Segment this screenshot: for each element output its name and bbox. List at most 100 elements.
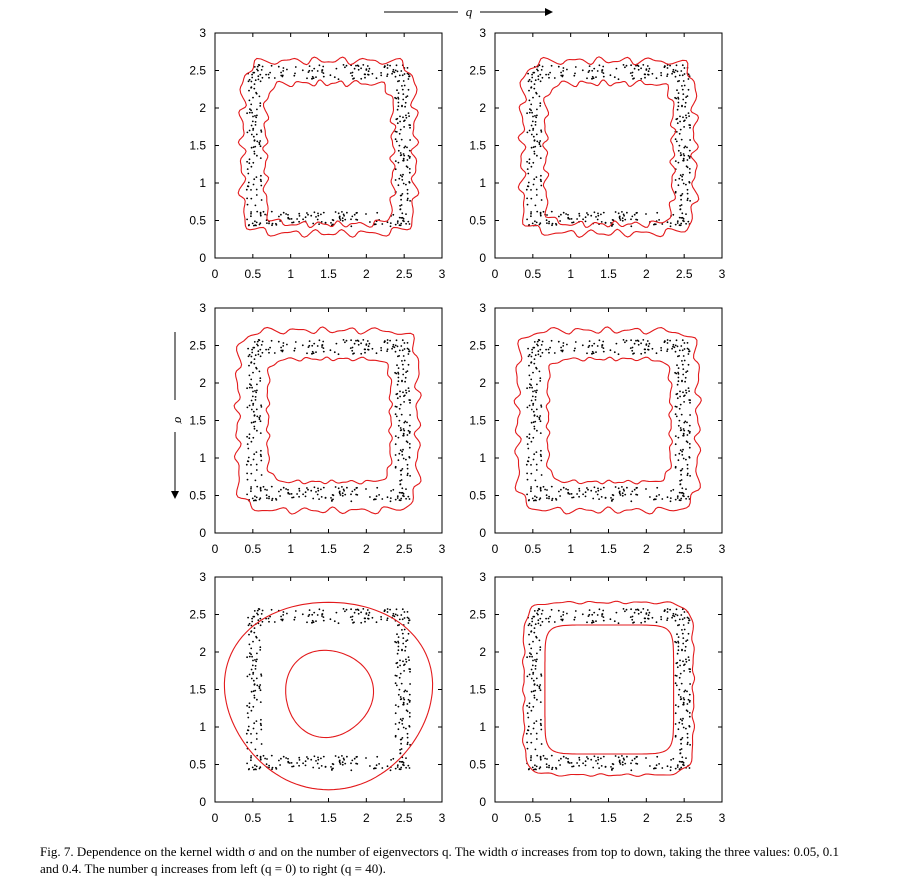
data-point <box>381 223 384 225</box>
data-point <box>530 215 532 218</box>
data-point <box>687 632 690 635</box>
data-point <box>280 349 283 352</box>
data-point <box>545 617 547 620</box>
data-point <box>322 619 325 622</box>
data-point <box>649 496 651 498</box>
data-point <box>526 387 528 390</box>
data-point <box>532 404 534 406</box>
data-point <box>689 668 691 671</box>
data-point <box>688 181 691 183</box>
data-point <box>351 215 354 218</box>
data-point <box>539 213 542 215</box>
data-point <box>400 154 403 156</box>
data-point <box>534 115 536 117</box>
data-point <box>687 698 690 701</box>
data-point <box>532 436 535 439</box>
data-point <box>587 615 590 617</box>
data-point <box>253 453 256 456</box>
data-point <box>399 174 402 177</box>
data-point <box>296 218 298 220</box>
data-point <box>533 87 536 90</box>
data-point <box>679 194 682 197</box>
data-point <box>679 479 681 482</box>
data-point <box>404 105 406 108</box>
data-point <box>679 449 682 452</box>
data-point <box>535 463 538 466</box>
data-point <box>355 756 358 758</box>
data-point <box>677 376 680 379</box>
data-point <box>682 717 684 720</box>
data-point <box>290 493 293 495</box>
data-point <box>341 492 344 495</box>
data-point <box>351 71 354 74</box>
data-point <box>339 219 342 221</box>
data-point <box>674 704 677 706</box>
data-point <box>401 179 404 181</box>
data-point <box>259 649 262 651</box>
data-point <box>679 390 681 393</box>
data-point <box>330 497 332 499</box>
data-point <box>680 413 683 416</box>
data-point <box>398 355 400 357</box>
data-point <box>259 758 262 761</box>
data-point <box>674 350 677 353</box>
data-point <box>364 620 366 623</box>
data-point <box>281 74 284 77</box>
data-point <box>332 494 335 497</box>
data-point <box>528 353 531 356</box>
data-point <box>252 146 255 149</box>
data-point <box>389 339 391 342</box>
data-point <box>408 446 411 449</box>
data-point <box>674 723 677 725</box>
data-point <box>544 757 546 760</box>
data-point <box>537 75 540 78</box>
x-tick-label: 3 <box>719 542 726 556</box>
data-point <box>290 762 293 764</box>
data-point <box>252 161 255 164</box>
data-point <box>542 485 545 488</box>
data-point <box>406 441 409 444</box>
data-point <box>258 223 261 226</box>
data-point <box>400 204 403 206</box>
data-point <box>247 347 250 350</box>
data-point <box>253 66 256 68</box>
data-point <box>247 355 250 358</box>
x-tick-label: 1 <box>567 811 574 825</box>
data-point <box>534 668 537 670</box>
x-tick-label: 1 <box>287 811 294 825</box>
data-point <box>682 80 685 82</box>
data-point <box>366 65 369 67</box>
data-point <box>341 494 344 497</box>
data-point <box>630 225 633 228</box>
data-point <box>588 65 591 67</box>
data-point <box>316 345 319 347</box>
data-point <box>408 701 411 703</box>
data-point <box>408 181 411 183</box>
data-point <box>293 349 296 352</box>
data-point <box>678 721 681 724</box>
data-point <box>688 424 691 427</box>
data-point <box>686 736 689 739</box>
data-point <box>555 222 557 225</box>
x-tick-label: 0.5 <box>524 267 541 281</box>
y-tick-label: 1 <box>199 720 206 734</box>
data-point <box>402 93 405 95</box>
data-point <box>645 343 648 345</box>
data-point <box>528 673 531 676</box>
data-point <box>688 456 691 458</box>
data-point <box>677 101 680 104</box>
data-point <box>248 706 251 709</box>
data-point <box>322 72 325 74</box>
data-point <box>677 380 680 383</box>
data-point <box>402 726 405 729</box>
data-point <box>678 407 681 410</box>
data-point <box>259 766 262 769</box>
data-point <box>334 211 337 213</box>
data-point <box>536 429 538 432</box>
x-tick-label: 2 <box>363 811 370 825</box>
data-point <box>401 360 403 362</box>
data-point <box>539 489 542 492</box>
data-point <box>539 105 542 107</box>
data-point <box>622 213 625 216</box>
